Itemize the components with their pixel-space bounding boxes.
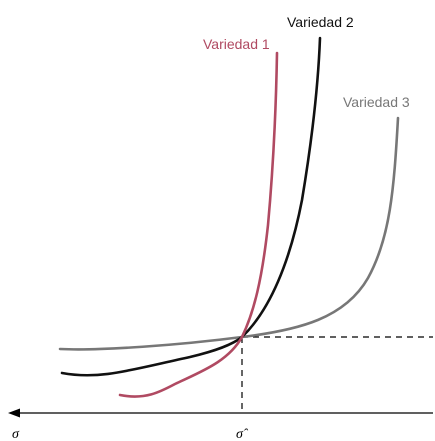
axis-arrow-head (8, 408, 20, 418)
curve-variedad-2 (60, 36, 322, 377)
label-variedad-2: Variedad 2 (287, 14, 354, 30)
curve-variedad-1 (118, 51, 279, 398)
label-variedad-1: Variedad 1 (203, 36, 270, 52)
curve-variedad-3 (58, 116, 400, 351)
axis-marker-symbol: σ̂ (236, 427, 249, 441)
axis-origin-symbol: σ (12, 427, 20, 441)
label-variedad-3: Variedad 3 (343, 94, 410, 110)
